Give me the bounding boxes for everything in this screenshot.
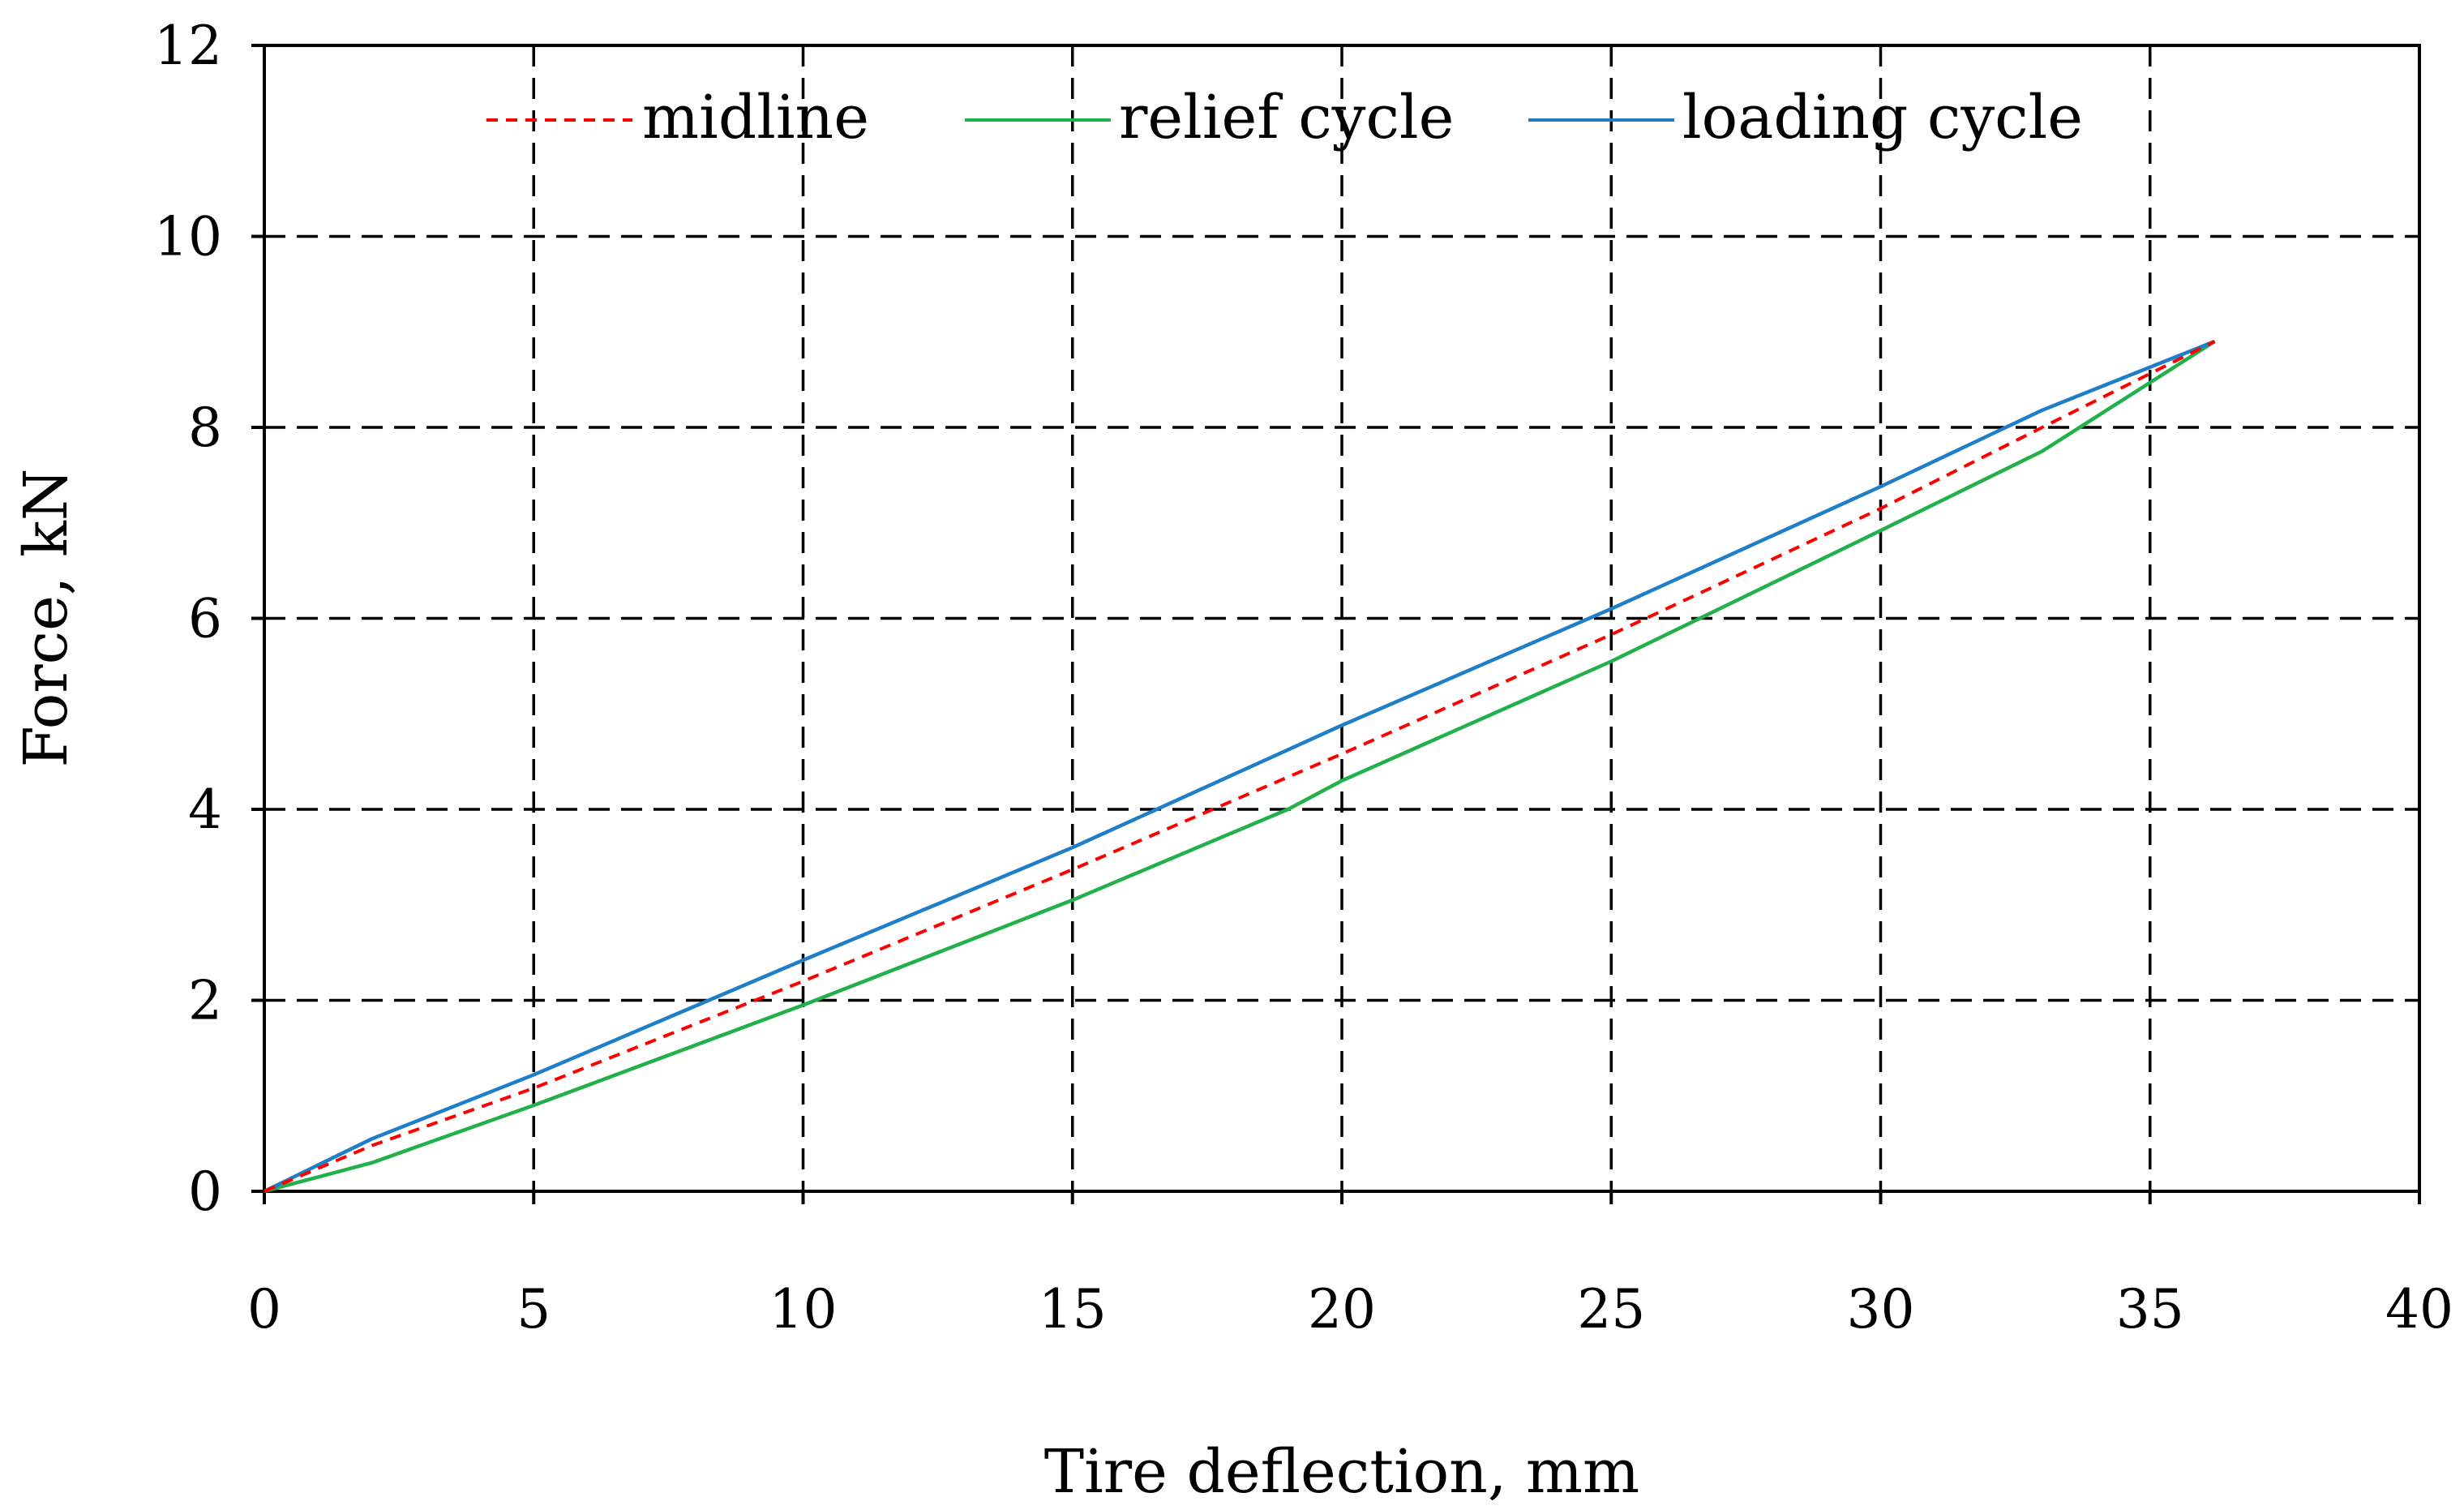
legend-label-loading-cycle: loading cycle <box>1682 83 2083 152</box>
series-line-relief-cycle <box>264 340 2216 1194</box>
series-lines <box>264 339 2216 1194</box>
y-axis-title: Force, kN <box>11 468 81 767</box>
x-tick-label: 20 <box>1308 1278 1376 1341</box>
x-tick-labels: 0 5 10 15 20 25 30 35 40 <box>247 1278 2453 1341</box>
legend-label-midline: midline <box>642 83 869 152</box>
y-tick-label: 4 <box>188 779 222 841</box>
x-tick-label: 25 <box>1577 1278 1645 1341</box>
series-line-midline <box>264 340 2216 1193</box>
grid-lines <box>264 45 2419 1191</box>
x-axis-title: Tire deflection, mm <box>1044 1437 1639 1507</box>
x-tick-label: 0 <box>247 1278 281 1341</box>
x-tick-label: 15 <box>1039 1278 1107 1341</box>
y-tick-label: 2 <box>188 970 222 1032</box>
axis-ticks <box>251 44 2421 1204</box>
y-tick-labels: 0 2 4 6 8 10 12 <box>154 15 222 1223</box>
x-tick-label: 10 <box>769 1278 838 1341</box>
y-tick-label: 10 <box>154 206 222 268</box>
y-tick-label: 12 <box>154 15 222 77</box>
y-tick-label: 8 <box>188 397 222 459</box>
legend: midline relief cycle loading cycle <box>486 83 2083 152</box>
x-tick-label: 30 <box>1847 1278 1915 1341</box>
series-line-loading-cycle <box>264 339 2216 1194</box>
legend-label-relief-cycle: relief cycle <box>1119 83 1454 152</box>
y-tick-label: 0 <box>188 1160 222 1223</box>
x-tick-label: 5 <box>516 1278 551 1341</box>
y-tick-label: 6 <box>188 588 222 650</box>
x-tick-label: 40 <box>2385 1278 2453 1341</box>
x-tick-label: 35 <box>2116 1278 2184 1341</box>
